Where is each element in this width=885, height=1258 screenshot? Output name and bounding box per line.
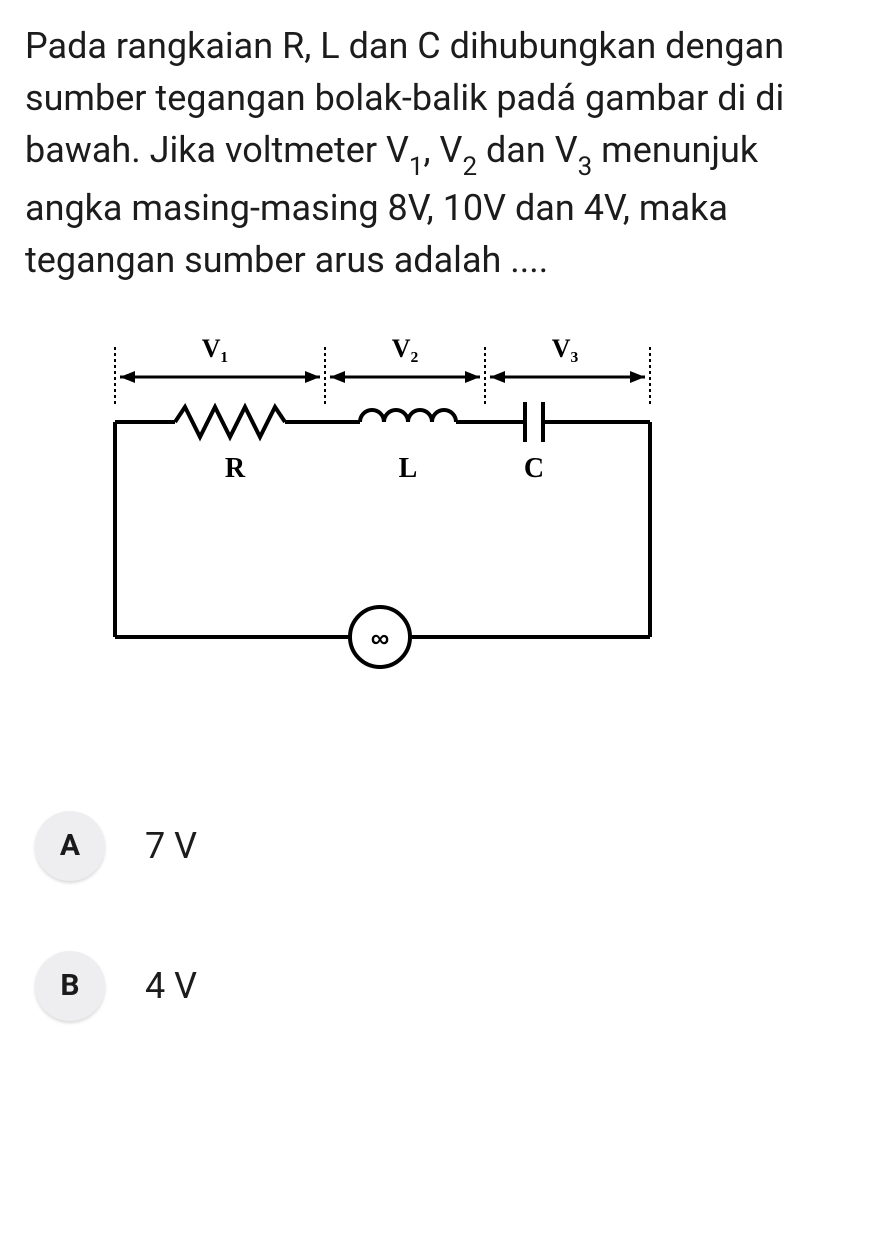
answer-option-b[interactable]: B 4 V	[25, 931, 860, 1041]
question-text: Pada rangkaian R, L dan C dihubungkan de…	[25, 20, 860, 287]
question-part-2: , V	[424, 129, 463, 171]
answer-letter-b: B	[35, 951, 105, 1021]
answer-option-a[interactable]: A 7 V	[25, 791, 860, 901]
circuit-diagram: V₁ V₂ V₃ R L	[85, 327, 860, 691]
v1-label: V₁	[202, 334, 229, 363]
l-label: L	[399, 453, 418, 484]
r-label: R	[225, 453, 246, 484]
v2-label: V₂	[392, 334, 419, 363]
c-label: C	[524, 453, 544, 484]
question-part-3: dan V	[477, 129, 578, 171]
answer-letter-a: A	[35, 811, 105, 881]
sub-3: 3	[578, 152, 593, 182]
sub-2: 2	[462, 152, 477, 182]
v3-label: V₃	[552, 334, 579, 363]
answer-text-a: 7 V	[145, 825, 197, 867]
answer-text-b: 4 V	[145, 965, 197, 1007]
source-symbol: ∞	[371, 623, 390, 653]
sub-1: 1	[409, 152, 424, 182]
